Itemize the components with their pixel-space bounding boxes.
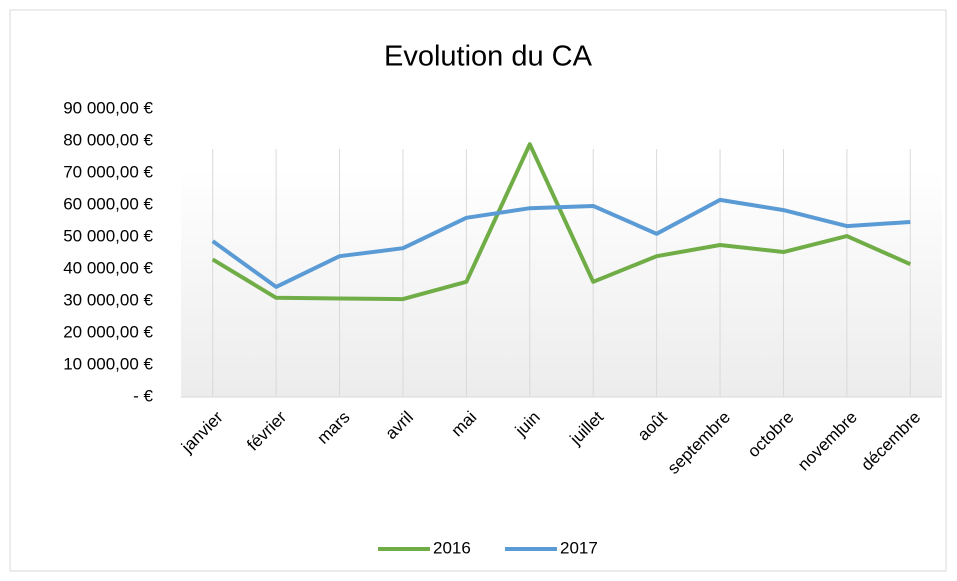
y-tick-label: 70 000,00 € xyxy=(63,162,153,181)
series-line xyxy=(211,142,912,302)
legend-label: 2017 xyxy=(560,538,598,557)
y-tick-label: 60 000,00 € xyxy=(63,194,153,213)
series-line xyxy=(211,197,911,289)
chart-title: Evolution du CA xyxy=(384,41,593,73)
y-tick-label: 10 000,00 € xyxy=(63,354,153,373)
y-tick-label: 50 000,00 € xyxy=(63,226,153,245)
y-tick-label: 90 000,00 € xyxy=(63,98,153,117)
y-tick-label: 20 000,00 € xyxy=(63,322,153,341)
y-tick-label: - € xyxy=(133,386,153,405)
y-tick-label: 40 000,00 € xyxy=(63,258,153,277)
legend-label: 2016 xyxy=(433,538,471,557)
y-tick-label: 30 000,00 € xyxy=(63,290,153,309)
plot-area xyxy=(181,169,942,397)
y-tick-label: 80 000,00 € xyxy=(63,130,153,149)
